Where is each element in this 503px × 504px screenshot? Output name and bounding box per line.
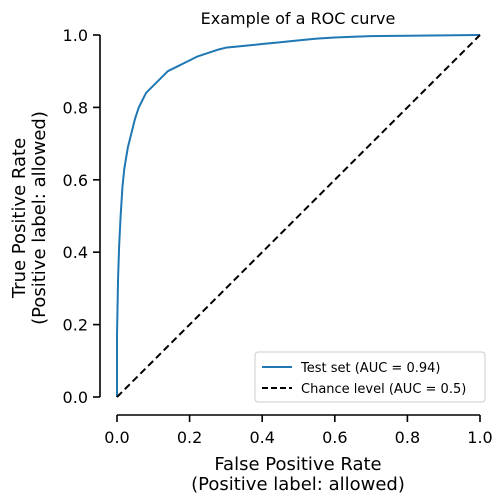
x-tick-label: 0.8 [395, 428, 420, 447]
legend-label-test-set: Test set (AUC = 0.94) [300, 361, 440, 376]
series-line-test-set [116, 34, 481, 397]
y-axis-label-line2: (Positive label: allowed) [29, 111, 50, 325]
y-axis-label-line1: True Positive Rate [9, 138, 30, 299]
chart-title: Example of a ROC curve [201, 9, 396, 28]
y-axis-label-group: True Positive Rate (Positive label: allo… [9, 111, 50, 325]
x-tick-label: 1.0 [467, 428, 492, 447]
y-tick-label: 0.0 [63, 388, 88, 407]
x-axis-label-line2: (Positive label: allowed) [191, 474, 405, 495]
legend: Test set (AUC = 0.94) Chance level (AUC … [254, 351, 486, 403]
x-tick-label: 0.6 [322, 428, 347, 447]
axes: 0.0 0.2 0.4 0.6 0.8 1.0 0.0 0.2 0.4 0.6 0.8 1.0 [63, 26, 493, 447]
legend-box [254, 351, 486, 403]
y-tick-label: 0.4 [63, 243, 88, 262]
legend-label-chance-level: Chance level (AUC = 0.5) [301, 382, 466, 397]
y-tick-label: 0.6 [63, 171, 88, 190]
x-tick-label: 0.0 [104, 428, 129, 447]
y-tick-label: 0.2 [63, 316, 88, 335]
series-line-chance-level [116, 34, 481, 398]
x-axis-label-line1: False Positive Rate [214, 454, 381, 475]
y-tick-label: 0.8 [63, 98, 88, 117]
x-tick-label: 0.2 [177, 428, 202, 447]
x-tick-label: 0.4 [249, 428, 274, 447]
y-tick-label: 1.0 [63, 26, 88, 45]
plot-area [116, 34, 481, 398]
